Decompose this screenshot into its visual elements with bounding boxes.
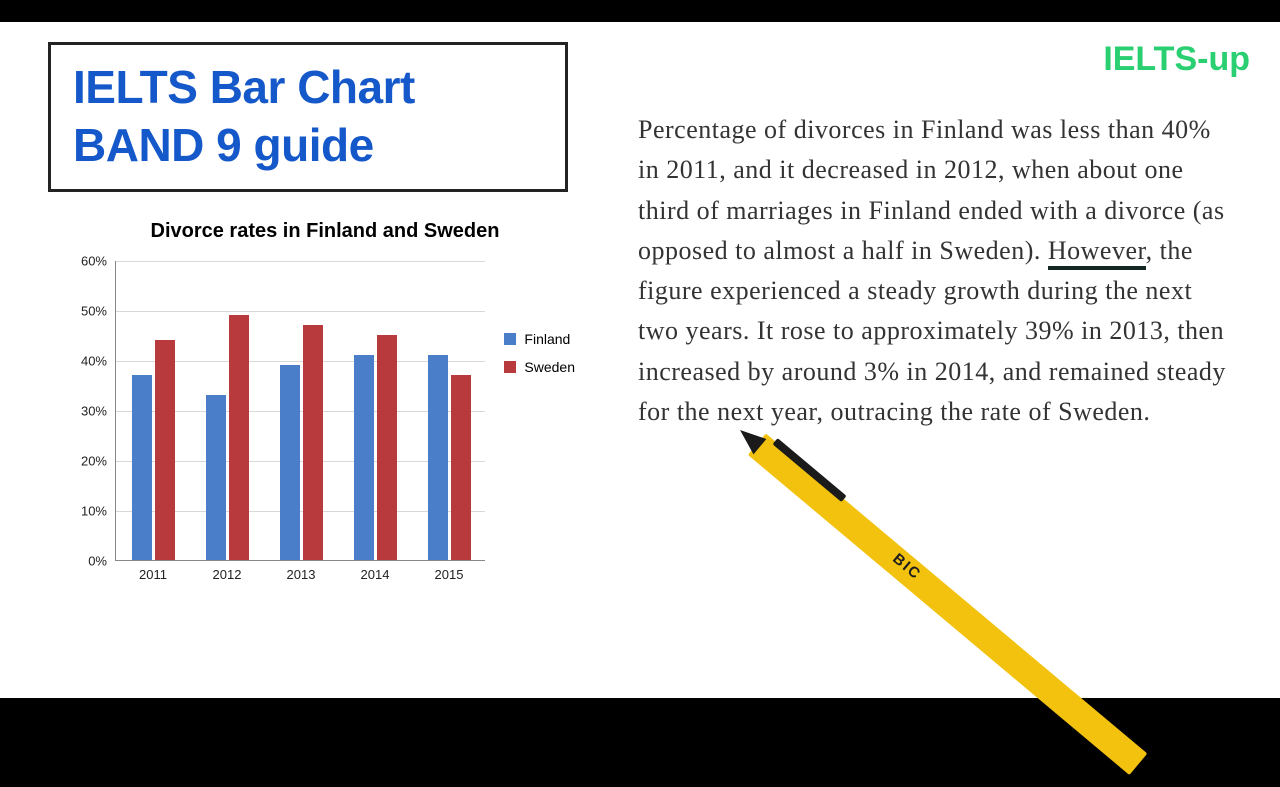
title-line-1: IELTS Bar Chart bbox=[73, 59, 543, 117]
chart-bar bbox=[132, 375, 152, 560]
pen-body bbox=[748, 433, 1147, 775]
legend-swatch bbox=[504, 333, 516, 345]
title-box: IELTS Bar Chart BAND 9 guide bbox=[48, 42, 568, 192]
legend-label: Sweden bbox=[524, 359, 575, 375]
chart-x-tick-label: 2012 bbox=[213, 567, 242, 582]
chart-gridline bbox=[116, 261, 485, 262]
brand-logo: IELTS-up bbox=[1103, 40, 1250, 79]
chart-bar bbox=[377, 335, 397, 560]
chart-bar bbox=[354, 355, 374, 560]
chart-title: Divorce rates in Finland and Sweden bbox=[75, 220, 575, 243]
chart-bar bbox=[206, 395, 226, 560]
legend-item: Finland bbox=[504, 331, 575, 347]
title-line-2: BAND 9 guide bbox=[73, 117, 543, 175]
chart-bar bbox=[229, 315, 249, 560]
chart-y-tick-label: 50% bbox=[71, 304, 107, 319]
legend-label: Finland bbox=[524, 331, 570, 347]
chart-y-tick-label: 60% bbox=[71, 254, 107, 269]
chart-y-tick-label: 40% bbox=[71, 354, 107, 369]
legend-swatch bbox=[504, 361, 516, 373]
chart-y-tick-label: 0% bbox=[71, 554, 107, 569]
chart-bar bbox=[280, 365, 300, 560]
chart-bar bbox=[155, 340, 175, 560]
chart-y-tick-label: 30% bbox=[71, 404, 107, 419]
chart-gridline bbox=[116, 311, 485, 312]
chart-x-tick-label: 2011 bbox=[139, 567, 167, 582]
chart-bar bbox=[303, 325, 323, 560]
content-frame: IELTS Bar Chart BAND 9 guide IELTS-up Di… bbox=[0, 22, 1280, 698]
divorce-chart: Divorce rates in Finland and Sweden 2011… bbox=[75, 220, 575, 561]
pen-overlay: BIC bbox=[721, 407, 1158, 787]
chart-y-tick-label: 10% bbox=[71, 504, 107, 519]
chart-legend: Finland Sweden bbox=[504, 331, 575, 561]
chart-x-tick-label: 2013 bbox=[287, 567, 316, 582]
chart-x-tick-label: 2015 bbox=[435, 567, 464, 582]
chart-x-tick-label: 2014 bbox=[361, 567, 390, 582]
chart-y-tick-label: 20% bbox=[71, 454, 107, 469]
essay-paragraph: Percentage of divorces in Finland was le… bbox=[638, 110, 1238, 432]
legend-item: Sweden bbox=[504, 359, 575, 375]
chart-plot-area: 20112012201320142015 0%10%20%30%40%50%60… bbox=[75, 261, 486, 561]
essay-underlined-word: However bbox=[1048, 236, 1146, 270]
chart-bar bbox=[451, 375, 471, 560]
chart-bar bbox=[428, 355, 448, 560]
